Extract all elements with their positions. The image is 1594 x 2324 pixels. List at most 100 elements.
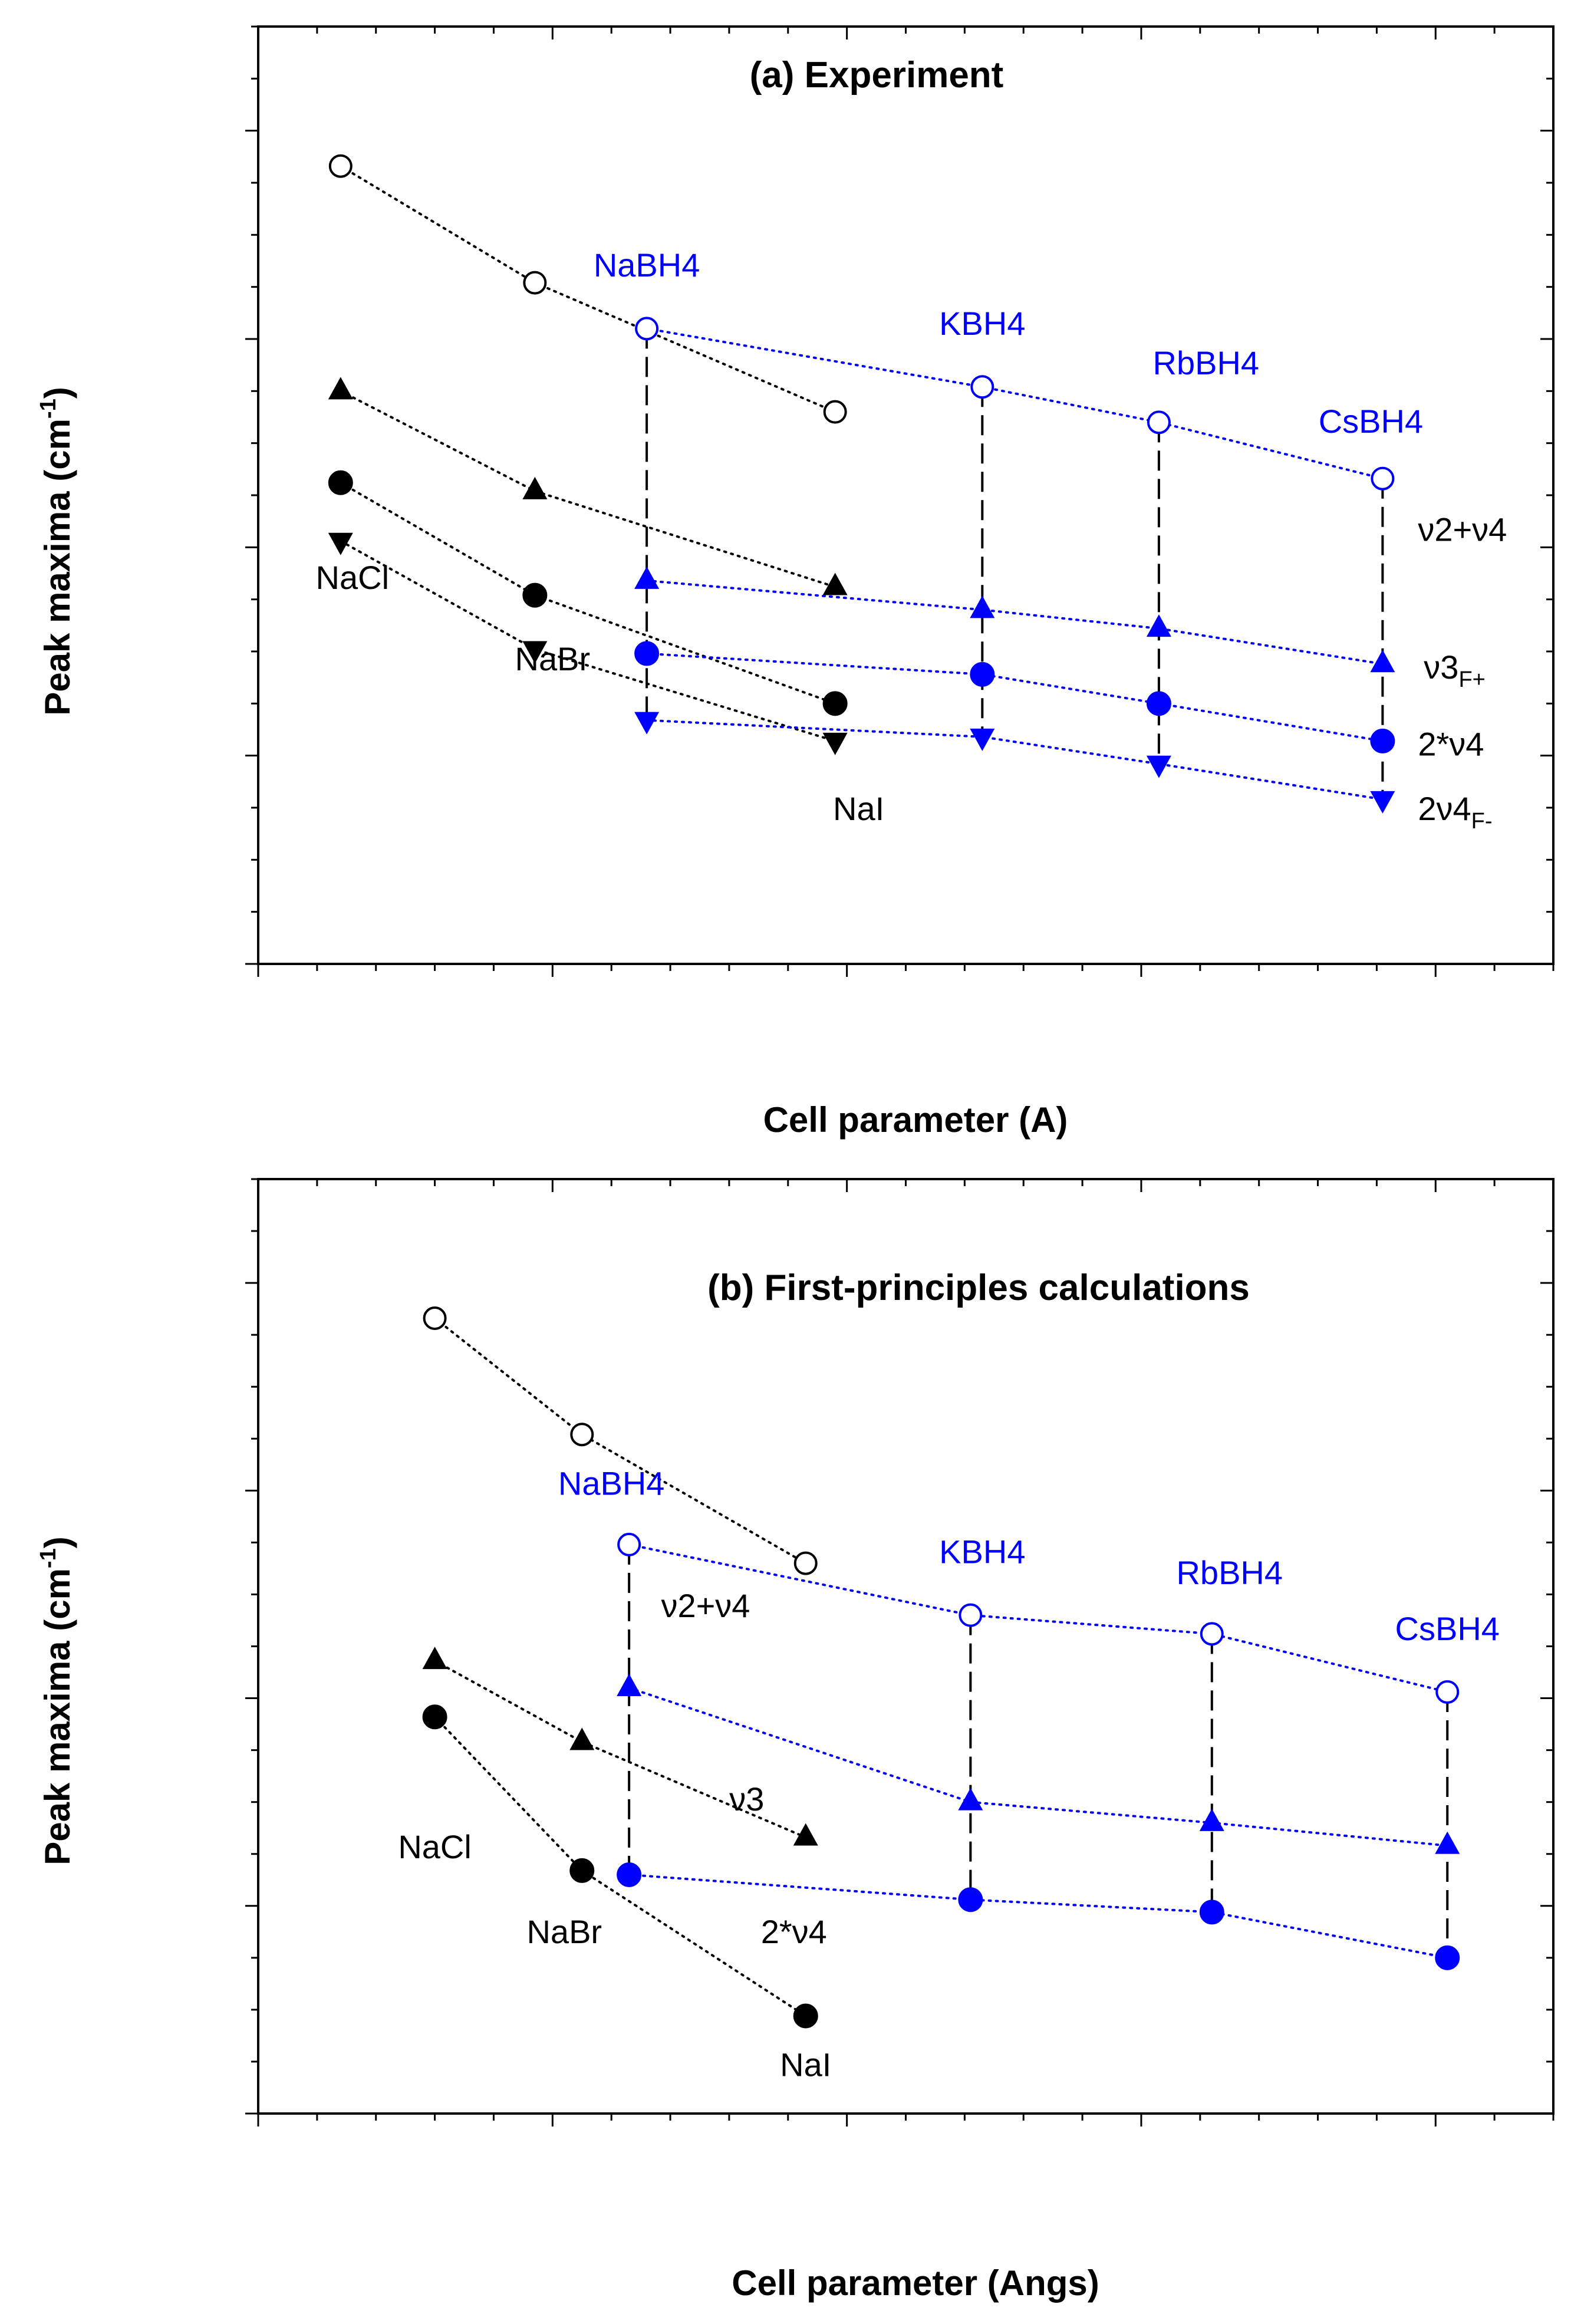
- panel-a-data-point: [1146, 614, 1171, 637]
- panel-b-series-line: [433, 1316, 807, 1565]
- panel-a-annotation: NaI: [833, 790, 884, 827]
- panel-b-data-point: [570, 1423, 594, 1447]
- panel-a-annotation-text: 2*ν4: [1418, 726, 1484, 763]
- panel-b-data-point: [958, 1887, 983, 1912]
- panel-a-annotation: NaBr: [515, 640, 591, 677]
- panel-a-data-point: [1370, 728, 1395, 753]
- panel-b-annotation: RbBH4: [1176, 1554, 1283, 1591]
- panel-b-data-point: [1435, 1831, 1460, 1854]
- panel-a-data-point: [634, 712, 660, 735]
- panel-a-data-point: [822, 572, 848, 595]
- panel-b-annotation: NaI: [780, 2046, 831, 2083]
- panel-a-annotation-text: NaCl: [316, 559, 389, 596]
- panel-a-data-point: [328, 470, 353, 495]
- panel-b-title: (b) First-principles calculations: [707, 1268, 1250, 1308]
- panel-b-annotation-text: ν2+ν4: [661, 1587, 750, 1624]
- panel-a-data-point: [328, 377, 353, 400]
- panel-a-annotation-text: CsBH4: [1319, 403, 1423, 440]
- panel-a-y-axis-title: Peak maxima (cm-1): [36, 387, 77, 715]
- panel-b-annotation: CsBH4: [1395, 1610, 1500, 1647]
- panel-b-data-point: [793, 1551, 818, 1575]
- panel-a-annotation: 2*ν4: [1418, 726, 1484, 763]
- panel-a-data-point: [328, 532, 353, 555]
- panel-a-data-point: [1146, 691, 1171, 716]
- panel-a-annotation-text: NaBr: [515, 640, 591, 677]
- panel-a-data-point: [970, 728, 995, 751]
- panel-a-data-point: [970, 661, 995, 687]
- panel-a-data-point: [822, 691, 848, 716]
- panel-a-y-axis-title-main: Peak maxima (cm: [38, 419, 77, 716]
- panel-b-data-point: [1435, 1945, 1460, 1970]
- panel-b-annotation: KBH4: [939, 1533, 1025, 1571]
- panel-a-data-point: [634, 641, 660, 666]
- panel-b-annotation: NaBr: [526, 1913, 602, 1950]
- panel-b-annotation-text: 2*ν4: [761, 1913, 827, 1950]
- panel-a-annotation: 2ν4F-: [1418, 790, 1492, 834]
- panel-a-data-point: [1146, 755, 1171, 778]
- panel-a-series-line: [645, 579, 1384, 666]
- panel-b-data-point: [793, 2003, 818, 2029]
- panel-b-data-point: [617, 1532, 641, 1556]
- panel-b-annotation-text: NaBH4: [558, 1464, 665, 1502]
- panel-a-annotation: ν2+ν4: [1418, 511, 1507, 548]
- panel-b-annotation-text: RbBH4: [1176, 1554, 1283, 1591]
- panel-b-annotation: ν3: [729, 1780, 764, 1818]
- panel-b-data-point: [617, 1862, 642, 1887]
- panel-a-annotation: NaCl: [316, 559, 389, 596]
- panel-b-annotation: 2*ν4: [761, 1913, 827, 1950]
- panel-a-series-line: [645, 327, 1384, 480]
- panel-a-annotation: NaBH4: [594, 246, 700, 284]
- panel-b-annotation-text: ν3: [729, 1780, 764, 1818]
- panel-b-annotation: ν2+ν4: [661, 1587, 750, 1624]
- panel-b-annotation-text: NaCl: [398, 1828, 471, 1865]
- panel-b-data-point: [793, 1823, 818, 1846]
- panel-b-annotation: NaBH4: [558, 1464, 665, 1502]
- panel-b-data-point: [569, 1727, 595, 1750]
- panel-a-title: (a) Experiment: [750, 55, 1004, 96]
- panel-a-annotation: ν3F+: [1424, 649, 1486, 692]
- panel-a-annotation-text: 2ν4: [1418, 790, 1471, 827]
- panel-b-y-axis-title-sup: -1: [36, 1548, 61, 1568]
- panel-a-x-axis-title: Cell parameter (A): [763, 1100, 1068, 1140]
- panel-b-annotation-text: KBH4: [939, 1533, 1025, 1571]
- panel-a-data-point: [1370, 650, 1395, 673]
- panel-b-data-point: [958, 1788, 983, 1811]
- panel-b-series-line: [628, 1543, 1449, 1693]
- panel-b-x-axis-title: Cell parameter (Angs): [732, 2263, 1099, 2303]
- panel-a-annotation: RbBH4: [1153, 344, 1260, 381]
- panel-b-data-point: [1200, 1622, 1224, 1646]
- panel-a-annotation: CsBH4: [1319, 403, 1423, 440]
- panel-a-data-point: [970, 375, 994, 399]
- panel-a-data-point: [328, 154, 353, 178]
- panel-b-y-axis-title-main: Peak maxima (cm: [38, 1568, 77, 1865]
- panel-a-annotation-text: NaI: [833, 790, 884, 827]
- panel-b-data-point: [423, 1306, 447, 1330]
- panel-b-series-line: [433, 1660, 807, 1839]
- panel-a-annotation-text: ν3: [1424, 649, 1458, 686]
- panel-a-annotation-text: NaBH4: [594, 246, 700, 284]
- panel-a-data-point: [635, 317, 659, 341]
- panel-a-data-point: [523, 271, 547, 295]
- panel-b-data-point: [1435, 1680, 1460, 1704]
- panel-a-data-point: [522, 582, 548, 608]
- panel-b-data-point: [1199, 1808, 1224, 1831]
- panel-b-data-point: [617, 1673, 642, 1696]
- panel-a-data-point: [1370, 791, 1395, 814]
- panel-b-data-point: [959, 1603, 983, 1627]
- panel-b-data-point: [422, 1647, 447, 1670]
- panel-a-data-point: [822, 732, 848, 755]
- panel-a-y-axis-title-sup: -1: [36, 399, 61, 419]
- panel-b: (b) First-principles calculations Cell p…: [36, 1178, 1555, 2303]
- panel-b-annotation-text: CsBH4: [1395, 1610, 1500, 1647]
- panel-b-series-line: [628, 1873, 1449, 1959]
- panel-b-annotation-text: NaBr: [526, 1913, 602, 1950]
- panel-a-data-point: [634, 566, 660, 589]
- panel-a-series-line: [645, 719, 1384, 801]
- panel-b-data-point: [569, 1858, 595, 1883]
- panel-b-y-axis-title: Peak maxima (cm-1): [36, 1536, 77, 1865]
- panel-a-series-line: [645, 652, 1384, 742]
- panel-a-annotation: KBH4: [939, 305, 1025, 342]
- panel-a-series-line: [339, 539, 836, 742]
